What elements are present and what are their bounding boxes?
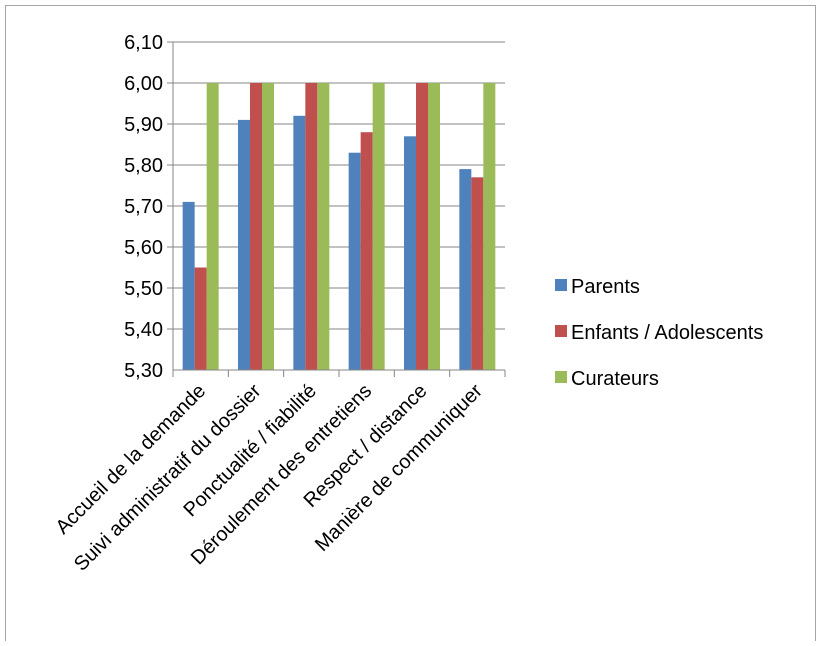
y-tick-label: 5,50 (124, 278, 163, 300)
bar-parents-maniere-de-communiquer (459, 169, 472, 370)
y-tick-label: 6,00 (124, 73, 163, 95)
y-tick-labels: 5,30 5,40 5,50 5,60 5,70 5,80 5,90 6,00 6,10 (124, 32, 163, 382)
bar-curateurs-suivi-administratif-du-dossier (262, 83, 274, 370)
bars (182, 83, 496, 371)
legend-swatch-curateurs (555, 371, 567, 383)
bar-parents-accueil-de-la-demande (182, 201, 195, 370)
gridlines (173, 41, 505, 330)
y-tick-label: 5,70 (124, 196, 163, 218)
legend-label-enfants-adolescents: Enfants / Adolescents (571, 322, 763, 344)
axes (167, 41, 506, 377)
bar-parents-ponctualite-fiabilite (293, 115, 306, 370)
y-tick-label: 5,60 (124, 237, 163, 259)
legend-label-parents: Parents (571, 276, 640, 298)
legend-label-curateurs: Curateurs (571, 368, 659, 390)
bar-enfants-adolescents-ponctualite-fiabilite (305, 83, 318, 370)
chart-frame (5, 5, 816, 641)
bar-curateurs-deroulement-des-entretiens (372, 83, 385, 370)
bar-enfants-adolescents-maniere-de-communiquer (471, 177, 484, 370)
bar-parents-respect-distance (404, 136, 416, 370)
bar-enfants-adolescents-suivi-administratif-du-dossier (250, 83, 262, 370)
legend-swatch-parents (555, 279, 567, 291)
y-tick-label: 5,30 (124, 360, 163, 382)
bar-parents-deroulement-des-entretiens (348, 152, 361, 370)
bar-curateurs-respect-distance (428, 83, 440, 370)
y-tick-label: 6,10 (124, 32, 163, 54)
bar-parents-suivi-administratif-du-dossier (238, 119, 250, 371)
bar-curateurs-accueil-de-la-demande (206, 83, 219, 370)
y-tick-label: 5,90 (124, 114, 163, 136)
bar-enfants-adolescents-respect-distance (416, 83, 428, 370)
bar-curateurs-ponctualite-fiabilite (317, 83, 330, 370)
bar-curateurs-maniere-de-communiquer (483, 83, 496, 370)
legend: Parents Enfants / Adolescents Curateurs (555, 276, 763, 390)
bar-enfants-adolescents-deroulement-des-entretiens (360, 132, 373, 370)
bar-enfants-adolescents-accueil-de-la-demande (194, 267, 207, 370)
y-tick-label: 5,80 (124, 155, 163, 177)
y-tick-label: 5,40 (124, 319, 163, 341)
legend-swatch-enfants-adolescents (555, 325, 567, 337)
